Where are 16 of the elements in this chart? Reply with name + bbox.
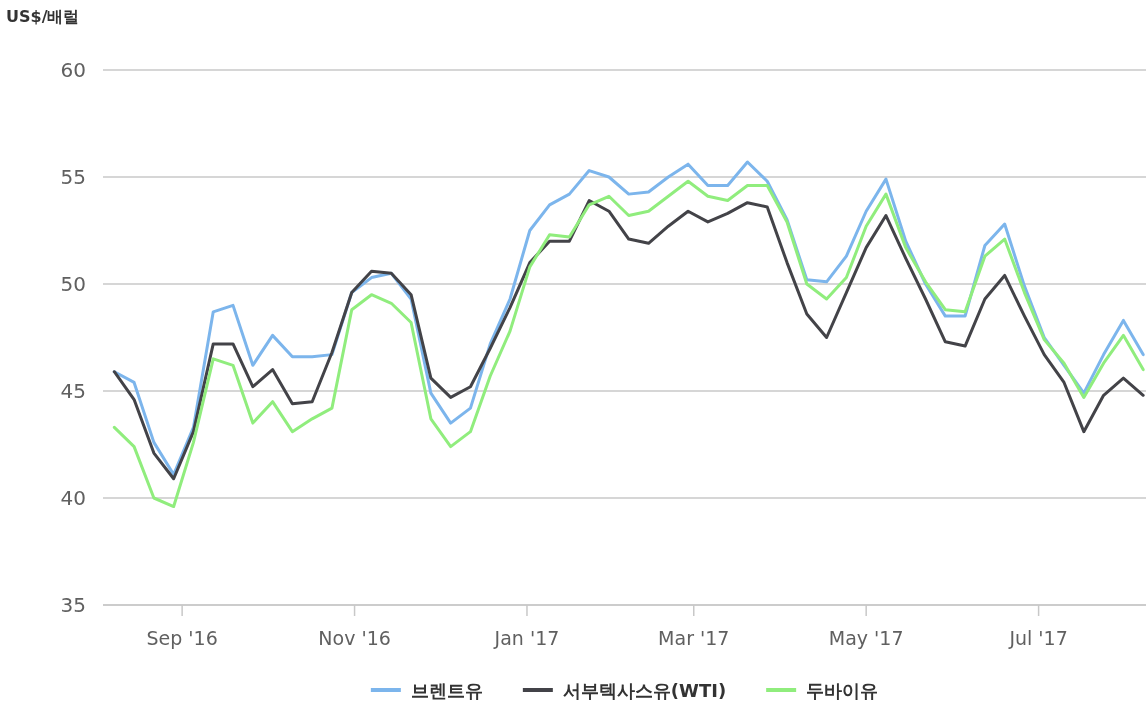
y-tick-label: 55	[60, 165, 86, 189]
x-tick-label: Sep '16	[146, 627, 218, 649]
legend-label: 브렌트유	[410, 680, 483, 701]
y-tick-label: 60	[60, 58, 86, 82]
legend-label: 두바이유	[806, 680, 879, 701]
x-tick-label: Jul '17	[1008, 627, 1068, 649]
y-tick-label: 50	[60, 272, 86, 296]
y-tick-label: 40	[60, 486, 86, 510]
y-tick-label: 45	[60, 379, 86, 403]
legend-label: 서부텍사스유(WTI)	[562, 680, 727, 701]
x-tick-label: May '17	[828, 627, 904, 649]
y-tick-label: 35	[60, 593, 86, 617]
y-axis-title: US$/배럴	[6, 7, 80, 26]
x-tick-label: Nov '16	[318, 627, 391, 649]
x-tick-label: Jan '17	[493, 627, 560, 649]
x-tick-label: Mar '17	[658, 627, 730, 649]
